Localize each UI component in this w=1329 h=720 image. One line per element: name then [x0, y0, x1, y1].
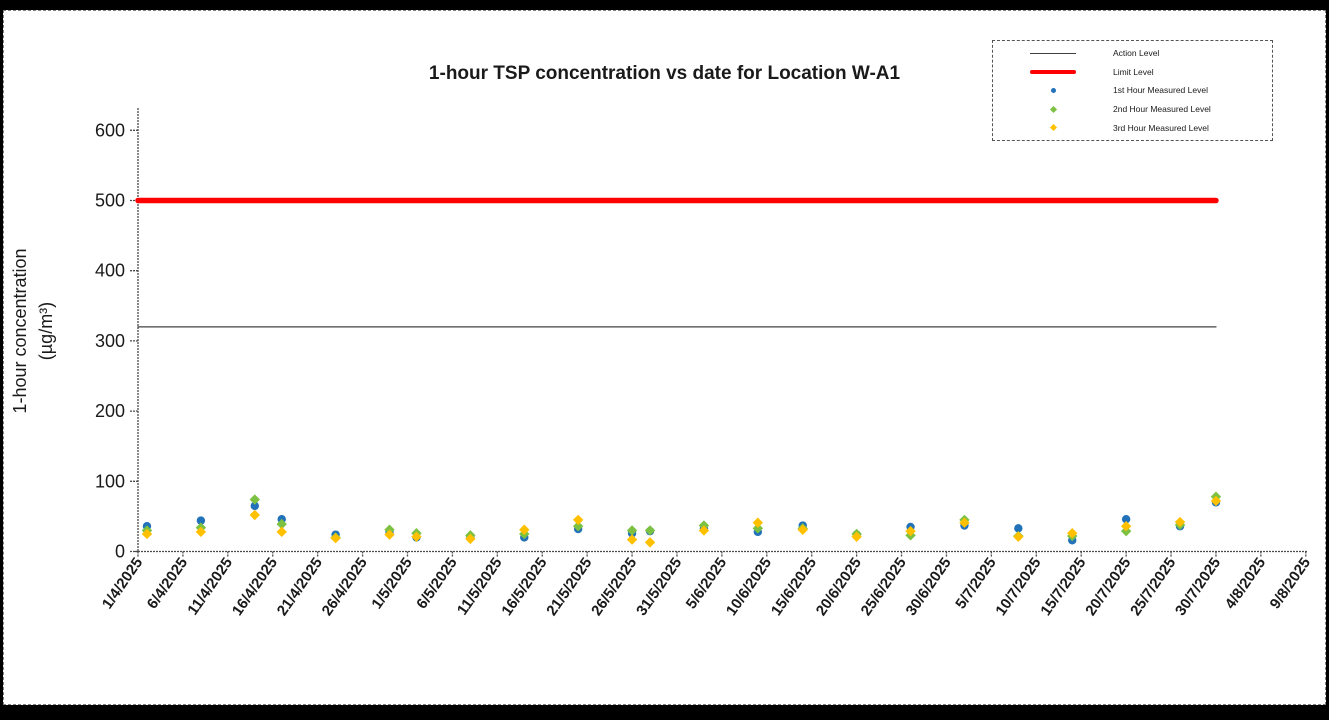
limit-level-line-icon	[993, 69, 1113, 74]
data-point	[698, 525, 710, 536]
legend-label: Action Level	[1113, 48, 1160, 59]
data-point	[250, 501, 259, 511]
data-point	[959, 517, 970, 528]
legend-item-limit-level: Limit Level	[993, 63, 1272, 81]
y-tick-labels: 0 100 200 300 400 500 600	[95, 120, 125, 561]
data-point	[572, 521, 584, 532]
legend: Action Level Limit Level 1st Hour Measur…	[992, 40, 1273, 141]
green-diamond-marker-icon	[993, 105, 1113, 113]
data-point	[1121, 515, 1131, 524]
data-point	[1014, 524, 1023, 533]
y-tick-label: 600	[95, 120, 125, 140]
action-level-line-icon	[993, 52, 1113, 54]
data-point	[330, 532, 341, 544]
data-point	[905, 525, 916, 537]
x-tick-label: 30/6/2025	[903, 555, 955, 619]
data-point	[644, 537, 656, 548]
data-point	[195, 526, 207, 538]
data-point	[1120, 521, 1132, 532]
data-point	[1210, 495, 1222, 507]
axes	[130, 108, 1307, 558]
legend-label: 1st Hour Measured Level	[1113, 85, 1208, 96]
blue-dot-marker-icon	[993, 87, 1113, 93]
legend-item-3rd-hour: 3rd Hour Measured Level	[993, 119, 1272, 137]
series-1st-hour-measured-level	[142, 498, 1221, 545]
data-point	[384, 529, 395, 540]
x-tick-label: 1/4/2025	[99, 555, 146, 613]
yellow-diamond-marker-icon	[993, 124, 1113, 132]
x-tick-label: 6/4/2025	[144, 555, 191, 613]
y-axis-title-line2: (µg/m³)	[36, 301, 56, 361]
data-point	[1067, 528, 1078, 539]
data-point	[626, 525, 638, 536]
data-point	[1174, 516, 1186, 528]
y-tick-label: 100	[95, 471, 125, 491]
data-point	[519, 524, 530, 535]
data-point	[411, 531, 422, 542]
data-point	[1013, 531, 1024, 542]
legend-item-action-level: Action Level	[993, 44, 1272, 62]
y-tick-label: 0	[115, 542, 125, 562]
data-point	[276, 518, 287, 530]
y-axis-title: 1-hour concentration (µg/m³)	[7, 171, 63, 491]
series-2nd-hour-measured-level	[141, 491, 1222, 543]
y-tick-label: 500	[95, 191, 125, 211]
x-tick-label: 26/4/2025	[319, 555, 371, 619]
x-tick-label: 5/6/2025	[683, 555, 730, 613]
legend-label: 3rd Hour Measured Level	[1113, 122, 1209, 133]
x-tick-label: 5/7/2025	[952, 555, 999, 613]
legend-item-1st-hour: 1st Hour Measured Level	[993, 81, 1272, 99]
y-tick-label: 400	[95, 261, 125, 281]
x-tick-label: 1/5/2025	[368, 555, 415, 613]
y-tick-label: 300	[95, 331, 125, 351]
x-tick-label: 9/8/2025	[1267, 555, 1314, 613]
data-point	[626, 534, 638, 545]
data-point	[572, 514, 584, 526]
data-point	[644, 525, 656, 536]
x-tick-label: 30/7/2025	[1172, 555, 1224, 619]
data-point	[797, 524, 808, 535]
data-point	[752, 517, 764, 528]
data-point	[196, 516, 206, 525]
data-point	[141, 528, 153, 540]
x-tick-label: 6/5/2025	[413, 555, 460, 613]
data-point	[249, 494, 260, 505]
data-point	[465, 533, 476, 545]
x-tick-label: 4/8/2025	[1222, 555, 1269, 613]
data-point	[851, 531, 862, 542]
series-3rd-hour-measured-level	[141, 495, 1222, 548]
y-axis-title-line1: 1-hour concentration	[10, 248, 30, 414]
data-point	[276, 526, 287, 538]
x-tick-labels: 1/4/20256/4/202511/4/202516/4/202521/4/2…	[99, 555, 1314, 619]
chart-title: 1-hour TSP concentration vs date for Loc…	[428, 63, 901, 84]
data-point	[752, 523, 764, 534]
legend-label: Limit Level	[1113, 66, 1154, 77]
data-point	[249, 509, 260, 521]
legend-item-2nd-hour: 2nd Hour Measured Level	[993, 100, 1272, 118]
x-tick-label: 31/5/2025	[633, 555, 685, 619]
y-tick-label: 200	[95, 401, 125, 421]
legend-label: 2nd Hour Measured Level	[1113, 104, 1211, 115]
